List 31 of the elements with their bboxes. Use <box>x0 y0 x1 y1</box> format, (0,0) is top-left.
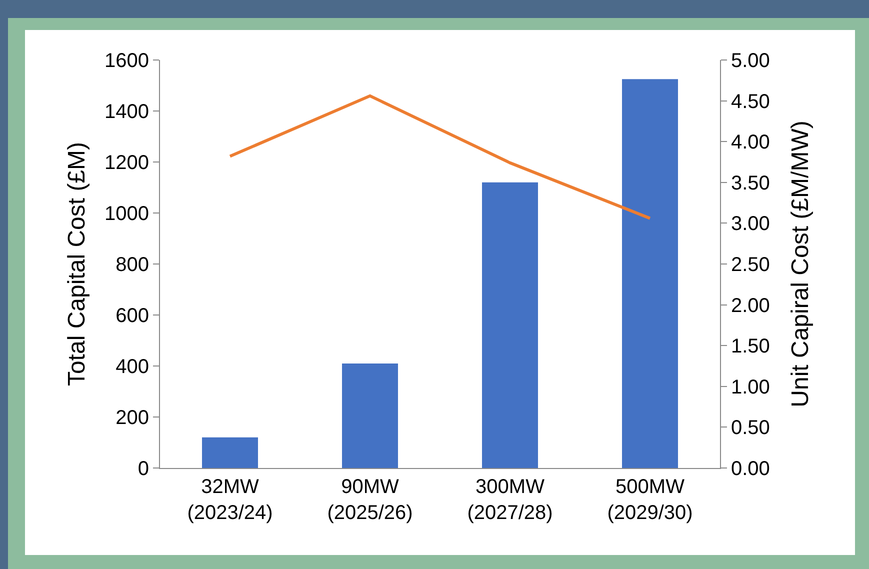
y-tick-label: 0 <box>138 458 149 480</box>
x-tick-label: 32MW (2023/24) <box>187 476 273 524</box>
y2-tick-label: 1.00 <box>731 376 770 398</box>
y2-tick-label: 5.00 <box>731 50 770 72</box>
bar <box>202 437 258 468</box>
x-tick-label: 90MW (2025/26) <box>327 476 413 524</box>
bar <box>342 363 398 468</box>
x-tick-label: 300MW (2027/28) <box>467 476 553 524</box>
y-tick-label: 400 <box>116 356 149 378</box>
y-tick-label: 800 <box>116 254 149 276</box>
line-series <box>228 94 652 220</box>
y2-tick-label: 4.50 <box>731 90 770 113</box>
y2-tick-label: 2.00 <box>731 294 770 317</box>
y-axis-title: Total Capital Cost (£M) <box>64 142 91 386</box>
y-tick-label: 200 <box>116 407 149 429</box>
y-tick-label: 600 <box>116 305 149 327</box>
bar <box>482 182 538 468</box>
y-tick-label: 1200 <box>104 152 149 174</box>
y2-tick-label: 0.00 <box>731 458 770 480</box>
y2-tick-label: 1.50 <box>731 336 770 358</box>
y2-tick-label: 0.50 <box>731 417 770 440</box>
y2-tick-label: 3.50 <box>731 172 770 194</box>
y-tick-label: 1600 <box>104 50 149 72</box>
y2-axis-title: Unit Capiral Cost (£M/MW) <box>787 120 814 408</box>
y2-tick-label: 2.50 <box>731 254 770 276</box>
bar <box>622 79 678 468</box>
x-tick-label: 500MW (2029/30) <box>607 476 693 524</box>
y-tick-label: 1000 <box>104 203 149 225</box>
y-tick-label: 1400 <box>104 101 149 123</box>
y2-tick-label: 4.00 <box>731 132 770 154</box>
y2-tick-label: 3.00 <box>731 213 770 236</box>
